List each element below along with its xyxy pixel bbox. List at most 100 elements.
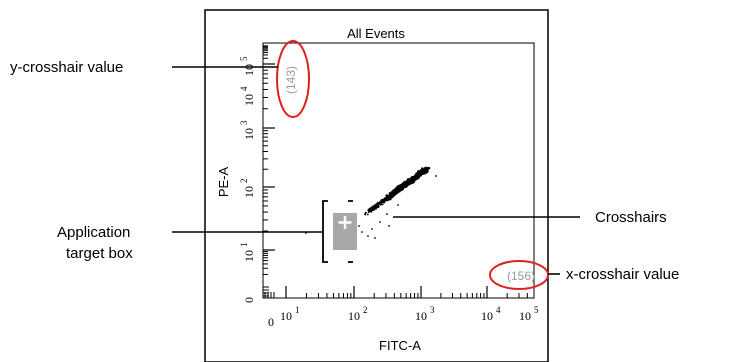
callout-application-target-box-line2: target box — [66, 245, 133, 262]
y-axis-label: PE-A — [216, 167, 231, 198]
event-dot — [375, 207, 377, 210]
event-dot — [364, 212, 367, 215]
y-crosshair-highlight-ellipse — [276, 40, 310, 118]
x-tick-label: 10 4 — [481, 305, 501, 323]
y-tick-label-base: 10 — [242, 250, 256, 262]
event-dot — [427, 166, 431, 170]
event-dot — [391, 195, 394, 198]
event-dot — [361, 231, 363, 233]
x-tick-label-exponent: 4 — [496, 305, 501, 315]
event-dot — [367, 235, 369, 237]
event-dot — [424, 166, 427, 170]
y-tick-label: 10 4 — [239, 86, 256, 106]
event-dot — [393, 192, 397, 196]
event-dot — [407, 179, 411, 183]
event-dot — [377, 202, 379, 205]
x-tick-label: 0 — [268, 315, 274, 329]
event-dot — [400, 186, 404, 189]
event-dot — [368, 208, 371, 211]
y-axis-ticks — [263, 45, 275, 297]
event-dot — [420, 169, 424, 173]
x-tick-label-exponent: 3 — [430, 305, 435, 315]
y-tick-label-base: 10 — [242, 94, 256, 106]
plot-area — [262, 42, 535, 299]
y-tick-label-exponent: 1 — [239, 243, 249, 248]
event-dot — [381, 200, 384, 203]
x-tick-label-exponent: 1 — [295, 305, 300, 315]
event-dot — [374, 237, 376, 239]
event-dot — [388, 225, 390, 227]
event-dot — [400, 188, 404, 191]
callout-application-target-box-line1: Application — [57, 224, 130, 241]
x-crosshair-readout: (156) — [507, 269, 535, 283]
x-tick-label-exponent: 5 — [534, 305, 539, 315]
x-tick-label-base: 0 — [268, 315, 274, 329]
y-tick-label: 101 — [239, 243, 256, 263]
callout-x-crosshair-value: x-crosshair value — [566, 266, 679, 283]
plot-title: All Events — [347, 26, 405, 41]
event-dot — [415, 175, 419, 178]
event-dot — [418, 172, 422, 176]
event-dot — [366, 213, 369, 216]
y-tick-label-base: 10 — [242, 128, 256, 140]
x-axis-ticks — [264, 286, 528, 298]
x-tick-label: 10 3 — [415, 305, 435, 323]
x-tick-label: 10 1 — [280, 305, 300, 323]
x-tick-label-exponent: 2 — [363, 305, 368, 315]
event-dot — [416, 173, 419, 176]
x-tick-label-base: 10 — [519, 309, 531, 323]
y-tick-label-base: 10 — [242, 186, 256, 198]
x-tick-label-base: 10 — [481, 309, 493, 323]
event-dot — [377, 205, 380, 208]
event-dot — [401, 183, 405, 187]
event-dot — [386, 213, 388, 215]
x-axis-tick-labels: 0 10 1 10 2 10 3 10 4 10 5 — [268, 305, 539, 329]
crosshair-plus-icon — [338, 216, 352, 229]
event-dots — [305, 166, 437, 263]
event-dot — [376, 204, 379, 207]
event-dot — [392, 191, 396, 194]
event-dot — [384, 198, 387, 200]
y-tick-label-exponent: 5 — [239, 56, 249, 61]
event-dot — [397, 188, 401, 191]
event-dot — [422, 170, 426, 174]
event-dot — [370, 206, 373, 209]
event-dot — [373, 207, 376, 210]
event-dot — [405, 181, 409, 185]
y-crosshair-readout: (143) — [284, 66, 298, 94]
y-tick-label-exponent: 3 — [239, 120, 249, 125]
y-tick-label-base: 0 — [242, 297, 256, 303]
y-tick-label: 10 3 — [239, 120, 256, 140]
x-crosshair-highlight-ellipse — [489, 260, 549, 290]
x-tick-label: 10 5 — [519, 305, 539, 323]
event-dot — [358, 225, 360, 227]
y-tick-label-base: 10 — [242, 64, 256, 76]
event-dot — [386, 196, 389, 200]
event-dot — [371, 228, 373, 230]
event-dot — [390, 192, 393, 196]
x-tick-label-base: 10 — [415, 309, 427, 323]
event-dot — [367, 209, 370, 212]
event-dot — [378, 203, 380, 206]
event-dot — [381, 203, 384, 206]
callout-y-crosshair-value: y-crosshair value — [10, 59, 123, 76]
x-tick-label-base: 10 — [280, 309, 292, 323]
y-tick-label-exponent: 4 — [239, 86, 249, 91]
target-box-bracket — [322, 200, 353, 263]
plot-frame — [204, 9, 549, 362]
y-tick-label-exponent: 2 — [239, 179, 249, 184]
event-dot — [378, 202, 381, 205]
x-tick-label: 10 2 — [348, 305, 368, 323]
event-dot — [412, 178, 415, 182]
x-axis-label: FITC-A — [379, 338, 421, 353]
event-dot — [381, 199, 384, 201]
x-tick-label-base: 10 — [348, 309, 360, 323]
event-dot — [435, 175, 437, 177]
event-dot — [379, 221, 381, 223]
event-dot — [372, 205, 374, 207]
event-dot — [397, 204, 399, 206]
y-tick-label: 102 — [239, 179, 256, 199]
y-tick-label: 0 — [242, 297, 256, 303]
